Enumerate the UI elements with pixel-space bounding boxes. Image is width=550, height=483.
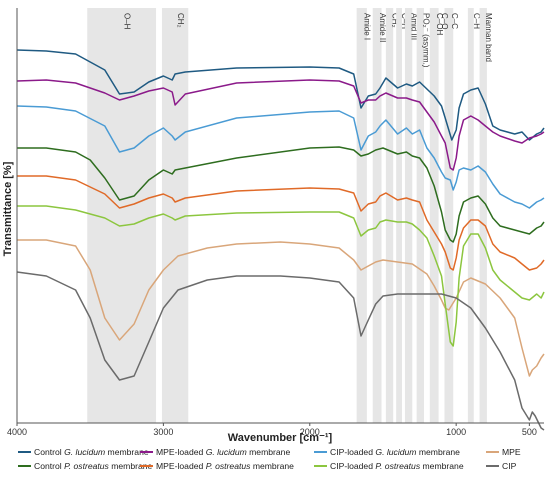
legend: Control G. lucidum membrane MPE-loaded G.… (18, 447, 548, 471)
band-7 (416, 8, 424, 423)
x-tick-label: 3000 (153, 427, 173, 437)
band-label: O–H (123, 13, 132, 30)
x-tick-label: 2000 (300, 427, 320, 437)
band-label: Amide I (363, 13, 372, 40)
series-group (16, 49, 545, 431)
band-label: Mannan band (484, 13, 493, 62)
legend-swatch (140, 451, 153, 453)
series-line-2 (16, 105, 545, 209)
legend-swatch (314, 451, 327, 453)
band-group: O–H CH₂ Amide I Amide II CH₂ C–H Amid III PO₂⁻ … (87, 8, 493, 423)
band-label: C–CC–O (440, 13, 459, 29)
band-4 (385, 8, 394, 423)
x-tick-label: 1000 (446, 427, 466, 437)
band-8 (429, 8, 439, 423)
legend-item: CIP (486, 461, 546, 471)
band-2 (356, 8, 367, 423)
series-line-4 (17, 146, 545, 243)
series-line-3 (17, 239, 545, 377)
legend-label: CIP-loaded P. ostreatus membrane (330, 461, 464, 471)
series-line-0 (16, 49, 545, 141)
legend-label: CIP (502, 461, 517, 471)
legend-swatch (486, 465, 499, 467)
series-line-6 (17, 205, 545, 347)
legend-swatch (140, 465, 153, 467)
legend-item: MPE-loaded G. lucidum membrane (140, 447, 312, 457)
legend-item: Control G. lucidum membrane (18, 447, 149, 457)
legend-label: MPE-loaded P. ostreatus membrane (156, 461, 294, 471)
legend-label: CIP-loaded G. lucidum membrane (330, 447, 460, 457)
band-10 (467, 8, 474, 423)
band-3 (372, 8, 382, 423)
x-tick-label: 500 (522, 427, 537, 437)
legend-swatch (18, 451, 31, 453)
legend-swatch (314, 465, 327, 467)
series-line-5 (17, 175, 545, 271)
band-0 (87, 8, 157, 423)
legend-label: Control G. lucidum membrane (34, 447, 149, 457)
band-label: CH₂ (176, 13, 185, 28)
x-ticks: 4000 3000 2000 1000 500 (7, 423, 537, 437)
y-axis-label: Transmittance [%] (2, 161, 14, 256)
x-axis-label: Wavenumber [cm⁻¹] (228, 432, 333, 444)
band-label: CH₂ (391, 13, 400, 28)
band-label: PO₂⁻ (asymm.) (421, 13, 430, 68)
band-9 (444, 8, 454, 423)
band-label: C–OH (435, 13, 444, 35)
band-label: C–H (472, 13, 481, 29)
band-label: Amide II (378, 13, 387, 42)
legend-item: CIP-loaded P. ostreatus membrane (314, 461, 484, 471)
legend-swatch (18, 465, 31, 467)
band-label: C–H (400, 13, 409, 29)
legend-swatch (486, 451, 499, 453)
x-tick-label: 4000 (7, 427, 27, 437)
legend-item: MPE-loaded P. ostreatus membrane (140, 461, 312, 471)
band-label: Amid III (410, 13, 419, 40)
band-11 (479, 8, 487, 423)
band-5 (396, 8, 403, 423)
legend-item: Control P. ostreatus membrane (18, 461, 152, 471)
legend-label: Control P. ostreatus membrane (34, 461, 153, 471)
legend-label: MPE (502, 447, 521, 457)
legend-item: CIP-loaded G. lucidum membrane (314, 447, 484, 457)
series-line-7 (16, 271, 545, 431)
legend-item: MPE (486, 447, 546, 457)
series-line-1 (16, 79, 545, 171)
band-6 (404, 8, 413, 423)
legend-label: MPE-loaded G. lucidum membrane (156, 447, 291, 457)
